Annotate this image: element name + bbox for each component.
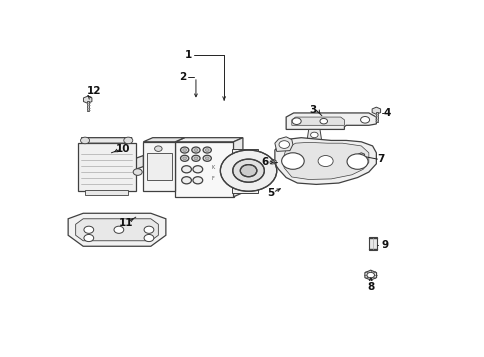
- Circle shape: [240, 165, 257, 177]
- Bar: [360, 157, 362, 164]
- Bar: [375, 112, 377, 122]
- Polygon shape: [286, 113, 376, 130]
- Circle shape: [310, 132, 318, 138]
- Polygon shape: [291, 117, 344, 125]
- Polygon shape: [81, 138, 132, 143]
- Circle shape: [270, 161, 274, 164]
- Circle shape: [144, 226, 153, 233]
- Text: 9: 9: [380, 240, 387, 250]
- Circle shape: [232, 159, 264, 182]
- Circle shape: [194, 149, 197, 151]
- Circle shape: [180, 147, 188, 153]
- Circle shape: [220, 150, 276, 191]
- Text: 1: 1: [184, 50, 192, 60]
- Text: 11: 11: [119, 218, 134, 228]
- Bar: [231, 149, 257, 193]
- Circle shape: [318, 156, 333, 166]
- Circle shape: [291, 118, 301, 125]
- Circle shape: [203, 147, 211, 153]
- Text: 5: 5: [266, 188, 273, 198]
- Circle shape: [191, 155, 200, 161]
- Circle shape: [133, 169, 142, 175]
- Circle shape: [84, 226, 93, 233]
- Circle shape: [203, 155, 211, 161]
- Polygon shape: [68, 213, 166, 246]
- Polygon shape: [268, 159, 275, 166]
- Circle shape: [193, 177, 202, 184]
- Bar: [85, 190, 128, 195]
- Circle shape: [80, 137, 90, 144]
- Circle shape: [154, 146, 162, 151]
- Circle shape: [205, 149, 209, 151]
- Circle shape: [182, 149, 186, 151]
- Text: F: F: [211, 176, 214, 181]
- Polygon shape: [76, 219, 158, 241]
- Bar: [368, 237, 377, 250]
- Text: 8: 8: [366, 282, 374, 292]
- Text: 7: 7: [377, 154, 384, 164]
- Text: 2: 2: [179, 72, 186, 82]
- Text: 3: 3: [309, 105, 316, 115]
- Text: 6: 6: [260, 157, 268, 167]
- Bar: [147, 153, 171, 180]
- Circle shape: [182, 166, 191, 173]
- Polygon shape: [357, 153, 364, 158]
- Polygon shape: [233, 138, 242, 197]
- Text: K: K: [211, 165, 214, 170]
- Bar: [87, 101, 89, 111]
- Polygon shape: [364, 270, 376, 280]
- Circle shape: [347, 154, 367, 169]
- Polygon shape: [274, 137, 292, 151]
- Polygon shape: [77, 143, 136, 191]
- Circle shape: [193, 166, 202, 173]
- Circle shape: [144, 235, 153, 242]
- Circle shape: [114, 226, 123, 233]
- Circle shape: [281, 153, 303, 169]
- Circle shape: [319, 119, 327, 124]
- Polygon shape: [306, 130, 321, 142]
- Circle shape: [84, 235, 93, 242]
- Polygon shape: [175, 142, 233, 197]
- Circle shape: [182, 157, 186, 160]
- Polygon shape: [83, 96, 92, 103]
- Polygon shape: [143, 138, 184, 142]
- Polygon shape: [175, 138, 242, 142]
- Circle shape: [191, 147, 200, 153]
- Circle shape: [182, 177, 191, 184]
- Polygon shape: [371, 107, 380, 114]
- Text: 12: 12: [86, 86, 101, 96]
- Circle shape: [180, 155, 188, 161]
- Circle shape: [194, 157, 197, 160]
- Circle shape: [278, 141, 289, 149]
- Polygon shape: [274, 138, 376, 185]
- Text: 10: 10: [115, 144, 130, 154]
- Circle shape: [123, 137, 133, 144]
- Polygon shape: [282, 142, 368, 180]
- Circle shape: [360, 116, 369, 123]
- Circle shape: [205, 157, 209, 160]
- Circle shape: [366, 272, 374, 278]
- Text: 4: 4: [383, 108, 391, 118]
- Polygon shape: [136, 156, 143, 169]
- Polygon shape: [143, 142, 175, 191]
